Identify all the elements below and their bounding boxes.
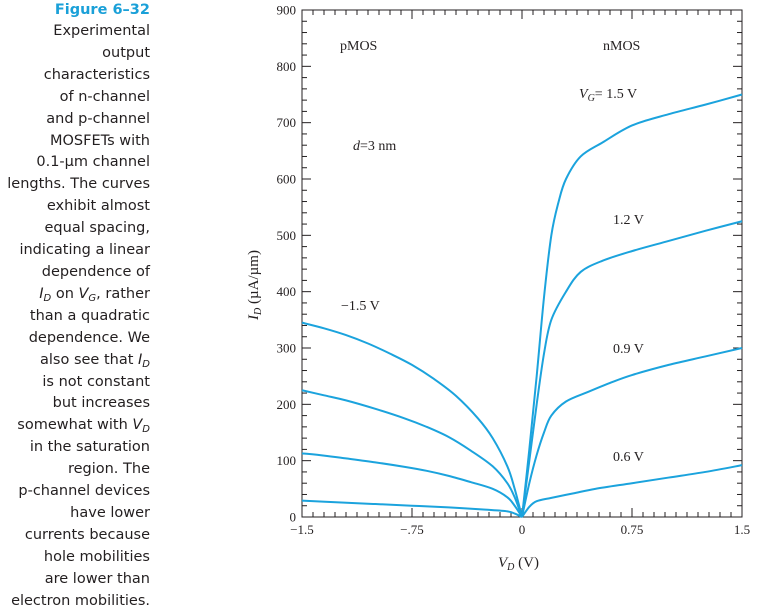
x-tick-label: 0 [519,522,526,537]
vg-09-label: 0.9 V [613,342,644,357]
caption-line: indicating a linear [19,242,150,259]
caption-line: also see that ID [40,351,150,370]
iv-curve [301,321,523,518]
caption-line: lengths. The curves [7,176,150,193]
nmos-label: nMOS [603,39,640,54]
caption-line: than a quadratic [29,307,150,324]
caption-line: characteristics [43,66,150,83]
y-axis-title: ID (µA/µm) [246,250,264,321]
oxide-thickness-label: d=3 nm [353,139,396,154]
caption-line: dependence of [41,263,150,280]
caption-line: p-channel devices [18,483,150,500]
caption-line: region. The [67,461,150,478]
x-tick-label: 0.75 [621,522,644,537]
x-tick-label: 1.5 [734,522,750,537]
caption-line: dependence. We [28,329,150,346]
caption-line: somewhat with VD [17,417,150,436]
y-tick-label: 300 [277,341,297,356]
y-tick-label: 100 [277,453,297,468]
axis-tick-labels: −1.5 −.75 0 0.75 1.5 0 100 200 300 400 500 600 700 80… [277,3,751,538]
vg-pmos-label: −1.5 V [341,299,380,314]
caption-line: output [102,44,150,61]
caption-line: hole mobilities [43,548,150,565]
y-tick-label: 900 [277,3,297,18]
iv-curve [521,464,743,518]
caption-text: Experimental output characteristics of n-ch… [0,21,150,612]
plot-frame [301,9,743,518]
vg-15-label: VG= 1.5 V [579,87,637,104]
figure-label: Figure 6–32 [54,2,150,18]
y-tick-label: 500 [277,228,297,243]
y-tick-label: 200 [277,397,297,412]
axis-ticks [301,9,743,518]
caption-line: MOSFETs with [49,132,150,149]
caption-line: have lower [70,504,150,521]
pmos-label: pMOS [340,39,377,54]
caption-line: of n-channel [59,88,150,105]
caption-line: 0.1-µm channel [36,154,150,171]
x-tick-label: −1.5 [290,522,314,537]
caption-line: currents because [24,526,150,543]
vg-12-label: 1.2 V [613,213,644,228]
caption-line: electron mobilities. [11,592,150,609]
y-tick-label: 0 [290,510,297,525]
iv-curve [301,499,523,518]
y-tick-label: 800 [277,59,297,74]
x-tick-label: −.75 [400,522,424,537]
y-tick-label: 600 [277,172,297,187]
figure-caption: Figure 6–32 Experimental output characteri… [0,0,150,612]
iv-curve [521,347,743,518]
caption-line: are lower than [44,570,150,587]
caption-line: is not constant [42,373,150,390]
x-axis-title: VD (V) [498,555,539,573]
caption-line: but increases [52,395,150,412]
iv-curve [301,452,523,518]
caption-line: and p-channel [46,110,150,127]
caption-line: equal spacing, [44,220,151,237]
iv-curve [301,389,523,518]
iv-curve [521,93,743,518]
curves [301,93,743,518]
caption-line: Experimental [53,23,150,39]
caption-line: ID on VG, rather [39,285,150,304]
vg-06-label: 0.6 V [613,450,644,465]
y-tick-label: 700 [277,115,297,130]
caption-line: exhibit almost [46,198,150,215]
y-tick-label: 400 [277,284,297,299]
iv-curve [521,220,743,518]
caption-line: in the saturation [29,439,150,456]
